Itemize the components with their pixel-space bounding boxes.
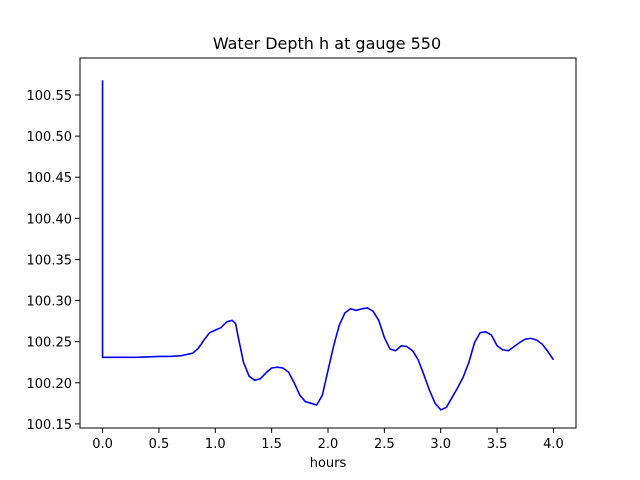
y-tick-label: 100.15 — [27, 418, 73, 433]
x-tick-label: 0.5 — [149, 437, 170, 452]
x-axis: 0.0 0.5 1.0 1.5 2.0 2.5 3.0 3.5 4.0 — [92, 428, 564, 452]
x-tick-label: 2.5 — [374, 437, 395, 452]
x-tick-label: 0.0 — [92, 437, 113, 452]
y-tick-label: 100.25 — [27, 336, 73, 351]
x-tick-label: 4.0 — [543, 437, 564, 452]
series-line — [101, 80, 555, 411]
x-tick-label: 1.5 — [261, 437, 282, 452]
y-tick-label: 100.40 — [27, 212, 73, 227]
y-tick-label: 100.20 — [27, 377, 73, 392]
y-axis: 100.15 100.20 100.25 100.30 100.35 100.40 100.… — [27, 89, 80, 433]
y-tick-label: 100.50 — [27, 130, 73, 145]
y-tick-label: 100.35 — [27, 253, 73, 268]
y-tick-label: 100.30 — [27, 295, 73, 310]
plot-frame — [79, 57, 577, 429]
x-tick-label: 3.5 — [487, 437, 508, 452]
x-axis-label: hours — [310, 456, 347, 471]
x-tick-label: 2.0 — [318, 437, 339, 452]
chart-title: Water Depth h at gauge 550 — [213, 34, 441, 53]
x-tick-label: 1.0 — [205, 437, 226, 452]
y-tick-label: 100.55 — [27, 89, 73, 104]
y-tick-label: 100.45 — [27, 171, 73, 186]
x-tick-label: 3.0 — [430, 437, 451, 452]
series-layer — [101, 80, 555, 411]
